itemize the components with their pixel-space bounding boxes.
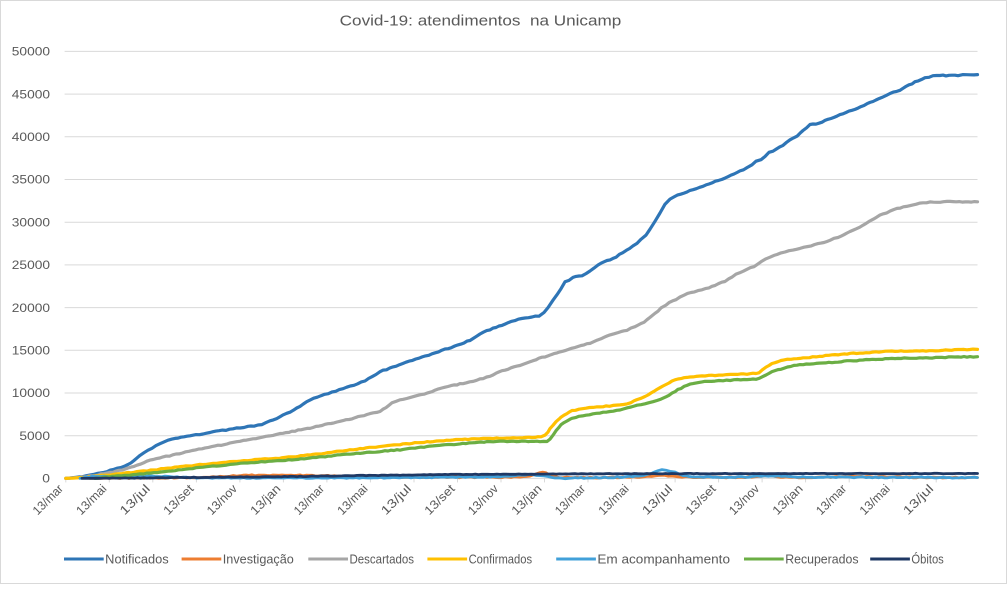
svg-text:Descartados: Descartados bbox=[350, 553, 415, 567]
svg-text:50000: 50000 bbox=[12, 45, 51, 59]
svg-text:25000: 25000 bbox=[12, 258, 51, 272]
svg-text:40000: 40000 bbox=[12, 130, 51, 144]
svg-text:Investigação: Investigação bbox=[223, 553, 294, 567]
svg-text:15000: 15000 bbox=[12, 344, 51, 358]
svg-text:5000: 5000 bbox=[19, 429, 50, 443]
svg-text:20000: 20000 bbox=[12, 301, 51, 315]
svg-text:Notificados: Notificados bbox=[105, 553, 169, 567]
svg-text:30000: 30000 bbox=[12, 215, 51, 229]
svg-text:Em acompanhamento: Em acompanhamento bbox=[597, 553, 730, 567]
svg-text:10000: 10000 bbox=[12, 386, 51, 400]
svg-text:Recuperados: Recuperados bbox=[785, 553, 858, 567]
svg-text:Óbitos: Óbitos bbox=[911, 552, 943, 567]
svg-text:45000: 45000 bbox=[12, 87, 51, 101]
svg-text:35000: 35000 bbox=[12, 173, 51, 187]
svg-text:0: 0 bbox=[42, 472, 50, 486]
svg-text:Covid-19: atendimentos na Uni: Covid-19: atendimentos na Unicamp bbox=[340, 13, 622, 30]
svg-text:Confirmados: Confirmados bbox=[469, 553, 532, 567]
